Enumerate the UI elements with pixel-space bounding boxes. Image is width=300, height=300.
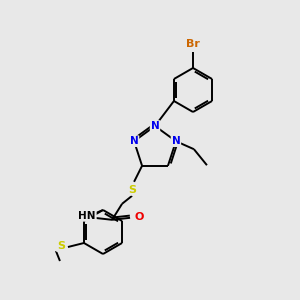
Text: HN: HN (78, 211, 96, 221)
Text: N: N (151, 121, 159, 131)
Text: Br: Br (186, 39, 200, 49)
Text: N: N (172, 136, 180, 146)
Text: S: S (57, 241, 65, 251)
Text: N: N (130, 136, 139, 146)
Text: S: S (128, 185, 136, 195)
Text: O: O (134, 212, 144, 222)
